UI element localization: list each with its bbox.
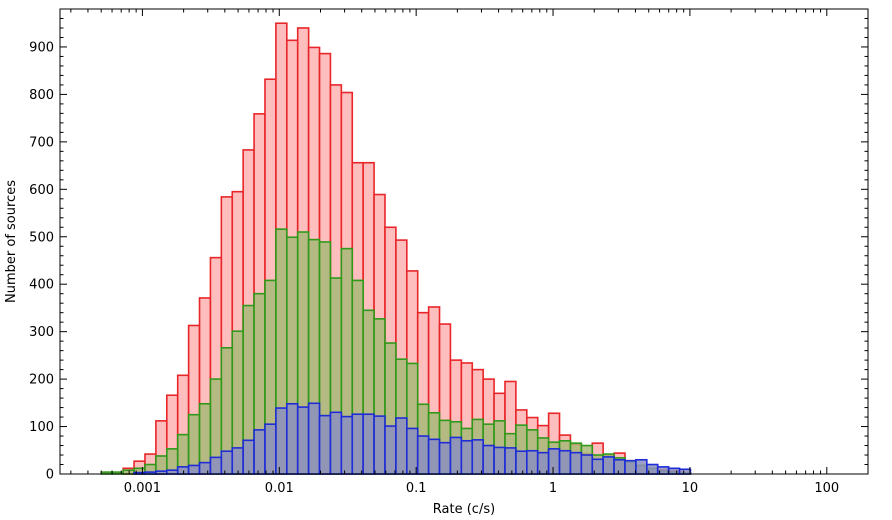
x-tick-label: 1 xyxy=(549,481,557,496)
plot-frame xyxy=(59,8,869,475)
bar-blue xyxy=(296,406,310,475)
bar-blue xyxy=(166,469,179,475)
y-tick-label: 300 xyxy=(29,325,54,340)
x-tick-label: 0.1 xyxy=(406,481,427,496)
y-tick-label: 600 xyxy=(29,183,54,198)
y-tick-label: 800 xyxy=(29,88,54,103)
bar-blue xyxy=(329,411,343,475)
bar-blue xyxy=(547,448,561,475)
x-tick-label: 10 xyxy=(682,481,699,496)
y-tick-label: 200 xyxy=(29,373,54,388)
bar-blue xyxy=(253,429,266,475)
bar-blue xyxy=(678,468,692,475)
bar-blue xyxy=(187,464,201,475)
bar-blue xyxy=(242,439,255,475)
bar-blue xyxy=(395,417,408,475)
bar-blue xyxy=(602,456,615,475)
bar-blue xyxy=(285,402,299,475)
y-axis-ticks: 0 100 200 300 400 500 600 700 800 900 xyxy=(29,8,868,483)
bar-blue xyxy=(340,415,354,475)
bar-blue xyxy=(220,450,234,475)
y-tick-label: 400 xyxy=(29,278,54,293)
bar-blue xyxy=(471,439,484,475)
bar-blue xyxy=(569,451,583,475)
bar-blue xyxy=(362,413,375,475)
bar-blue xyxy=(264,423,277,475)
bar-blue xyxy=(635,458,648,475)
x-tick-label: 0.01 xyxy=(265,481,294,496)
bar-blue xyxy=(351,413,364,475)
bar-blue xyxy=(416,435,430,475)
y-tick-label: 900 xyxy=(29,40,54,55)
bar-blue xyxy=(515,450,528,475)
x-axis-ticks: 0.001 0.01 0.1 1 10 100 xyxy=(70,9,869,496)
y-tick-label: 100 xyxy=(29,420,54,435)
y-tick-label: 0 xyxy=(46,468,54,483)
bar-blue xyxy=(373,415,386,475)
bar-blue xyxy=(307,402,321,475)
bar-blue xyxy=(384,425,397,475)
bar-blue xyxy=(504,447,517,475)
y-axis-label: Number of sources xyxy=(4,180,19,303)
y-tick-label: 500 xyxy=(29,230,54,245)
x-tick-label: 100 xyxy=(814,481,839,496)
x-axis-label: Rate (c/s) xyxy=(433,502,495,517)
bar-blue xyxy=(438,441,452,475)
bar-blue xyxy=(231,447,244,475)
bar-green xyxy=(122,469,135,475)
bar-blue xyxy=(624,459,637,475)
bar-blue xyxy=(318,414,332,475)
x-tick-label: 0.001 xyxy=(124,481,161,496)
bar-blue xyxy=(580,454,594,475)
bar-blue xyxy=(493,446,506,475)
bar-blue xyxy=(558,449,572,475)
bar-blue xyxy=(449,436,463,475)
bar-blue xyxy=(667,467,681,475)
bar-blue xyxy=(460,439,474,475)
bar-blue xyxy=(613,458,626,475)
y-tick-label: 700 xyxy=(29,135,54,150)
bar-blue xyxy=(198,461,212,475)
bar-blue xyxy=(427,438,441,475)
bar-blue xyxy=(275,407,288,475)
bar-blue xyxy=(209,456,223,475)
bar-blue xyxy=(482,444,495,475)
